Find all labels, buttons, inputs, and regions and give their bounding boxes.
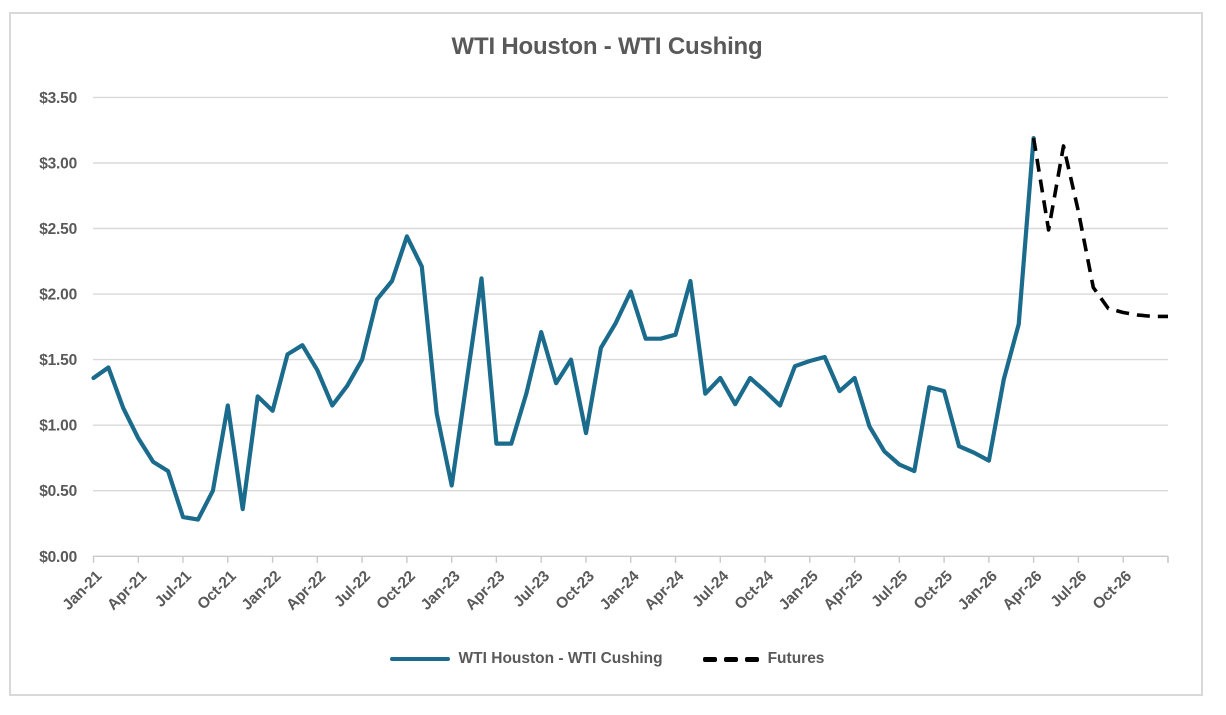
legend-swatch-solid-line-icon bbox=[389, 656, 450, 662]
svg-text:Jan-26: Jan-26 bbox=[955, 567, 1001, 613]
svg-text:Oct-21: Oct-21 bbox=[194, 567, 240, 613]
svg-text:Jan-25: Jan-25 bbox=[776, 567, 822, 613]
svg-text:Apr-24: Apr-24 bbox=[641, 567, 687, 613]
series-line-futures bbox=[1031, 137, 1168, 319]
y-axis-labels: $0.00 $0.50 $1.00 $1.50 $2.00 $2.50 $3.00 $3.50 bbox=[39, 90, 77, 566]
svg-text:Jul-25: Jul-25 bbox=[868, 567, 911, 610]
svg-text:$0.50: $0.50 bbox=[39, 483, 77, 500]
svg-text:Apr-23: Apr-23 bbox=[462, 567, 508, 613]
svg-text:$3.00: $3.00 bbox=[39, 156, 77, 173]
svg-text:Jul-23: Jul-23 bbox=[510, 567, 553, 610]
x-axis bbox=[92, 555, 1169, 563]
svg-text:Apr-26: Apr-26 bbox=[1000, 567, 1046, 613]
svg-text:Jul-26: Jul-26 bbox=[1047, 567, 1090, 610]
svg-text:$1.50: $1.50 bbox=[39, 352, 77, 369]
svg-text:Oct-23: Oct-23 bbox=[553, 567, 599, 613]
legend-item-wti-houston-cushing: WTI Houston - WTI Cushing bbox=[389, 650, 663, 668]
legend-label-wti-houston-cushing: WTI Houston - WTI Cushing bbox=[458, 650, 663, 667]
svg-text:Apr-22: Apr-22 bbox=[283, 568, 329, 614]
svg-text:Jan-22: Jan-22 bbox=[239, 568, 285, 614]
svg-text:$2.00: $2.00 bbox=[39, 287, 77, 304]
svg-text:Oct-24: Oct-24 bbox=[732, 567, 778, 613]
chart-title: WTI Houston - WTI Cushing bbox=[451, 33, 763, 60]
svg-text:Jul-22: Jul-22 bbox=[331, 568, 374, 611]
svg-text:$2.50: $2.50 bbox=[39, 221, 77, 238]
legend: WTI Houston - WTI Cushing Futures bbox=[9, 650, 1205, 668]
svg-text:$3.50: $3.50 bbox=[39, 90, 77, 107]
chart-frame bbox=[9, 12, 1203, 696]
series-line-wti-houston-cushing bbox=[91, 136, 1036, 522]
svg-text:Jan-21: Jan-21 bbox=[59, 567, 105, 613]
y-gridlines bbox=[93, 96, 1168, 492]
svg-text:Jul-21: Jul-21 bbox=[152, 567, 195, 610]
legend-swatch-dashed-line-icon bbox=[702, 656, 759, 662]
svg-text:Apr-25: Apr-25 bbox=[821, 567, 867, 613]
svg-text:Jan-23: Jan-23 bbox=[418, 567, 464, 613]
legend-label-futures: Futures bbox=[767, 650, 825, 667]
svg-text:Oct-26: Oct-26 bbox=[1090, 567, 1136, 613]
svg-text:$1.00: $1.00 bbox=[39, 418, 77, 435]
svg-text:Apr-21: Apr-21 bbox=[104, 567, 150, 613]
svg-text:Jul-24: Jul-24 bbox=[689, 567, 732, 610]
svg-text:Oct-22: Oct-22 bbox=[373, 568, 418, 613]
svg-text:Oct-25: Oct-25 bbox=[911, 567, 957, 613]
legend-item-futures: Futures bbox=[702, 650, 825, 668]
svg-text:$0.00: $0.00 bbox=[39, 549, 77, 566]
svg-text:Jan-24: Jan-24 bbox=[597, 567, 643, 613]
